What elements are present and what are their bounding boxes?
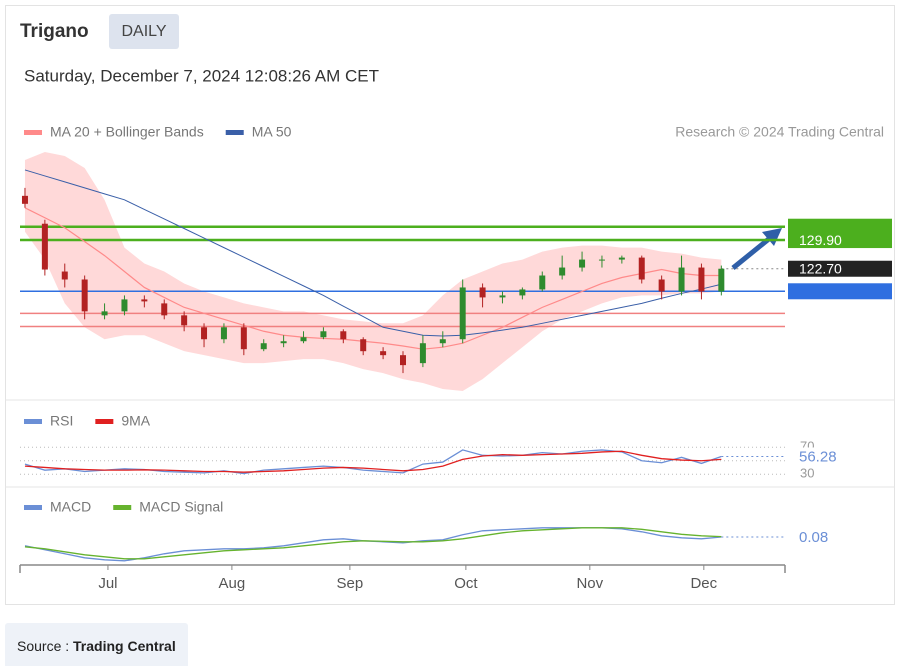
candle-body bbox=[220, 327, 227, 340]
legend-swatch bbox=[24, 505, 42, 510]
candle-body bbox=[579, 259, 586, 268]
source: Source : Trading Central bbox=[5, 623, 188, 666]
bollinger-band bbox=[24, 152, 722, 392]
legend-label: MA 50 bbox=[252, 124, 292, 140]
level-box bbox=[788, 260, 892, 277]
candle-body bbox=[181, 315, 188, 326]
legend-swatch bbox=[113, 505, 132, 510]
level-box bbox=[788, 232, 892, 249]
legend-label: RSI bbox=[50, 413, 73, 429]
timestamp: Saturday, December 7, 2024 12:08:26 AM C… bbox=[24, 66, 379, 85]
candle-body bbox=[519, 289, 526, 296]
candle-body bbox=[201, 327, 208, 340]
current-value: 56.28 bbox=[799, 448, 837, 465]
candle-body bbox=[240, 327, 247, 350]
indicator-line bbox=[24, 450, 722, 473]
candle-body bbox=[479, 287, 486, 298]
candle-body bbox=[121, 299, 128, 312]
x-tick-label: Jul bbox=[98, 575, 117, 592]
candle-body bbox=[698, 267, 705, 292]
candle-body bbox=[41, 223, 48, 270]
x-tick-label: Oct bbox=[454, 575, 478, 592]
level-label: 129.90 bbox=[799, 232, 842, 248]
credit: Research © 2024 Trading Central bbox=[675, 124, 884, 140]
candle-body bbox=[340, 331, 347, 340]
chart-frame bbox=[5, 5, 895, 605]
level-label: 122.70 bbox=[799, 260, 842, 276]
legend-swatch bbox=[225, 130, 244, 135]
source-name: Trading Central bbox=[73, 638, 176, 654]
candle-body bbox=[320, 331, 327, 338]
candle-body bbox=[280, 341, 287, 344]
candle-body bbox=[419, 343, 426, 364]
candle-body bbox=[658, 279, 665, 292]
candle-body bbox=[81, 279, 88, 312]
ma-line bbox=[24, 169, 722, 337]
y-tick-label: 30 bbox=[800, 466, 814, 481]
chart: Trigano DAILY Saturday, December 7, 2024… bbox=[5, 14, 895, 592]
arrow-head bbox=[762, 228, 782, 246]
current-value: 0.08 bbox=[799, 529, 828, 546]
candle-body bbox=[678, 267, 685, 292]
candle-body bbox=[598, 259, 605, 261]
x-tick-label: Aug bbox=[219, 575, 246, 592]
candle-body bbox=[399, 355, 406, 366]
legend-swatch bbox=[24, 130, 42, 135]
candle-body bbox=[161, 303, 168, 316]
candle-body bbox=[638, 257, 645, 280]
candle-body bbox=[141, 299, 148, 302]
candle-body bbox=[260, 343, 267, 350]
candle-body bbox=[718, 268, 725, 292]
level-box bbox=[788, 283, 892, 300]
legend-swatch bbox=[24, 419, 42, 424]
value-box bbox=[792, 528, 852, 546]
candle-body bbox=[101, 311, 108, 316]
title: Trigano bbox=[20, 21, 89, 42]
candle-body bbox=[439, 339, 446, 344]
x-tick-label: Nov bbox=[576, 575, 603, 592]
candle-body bbox=[61, 271, 68, 280]
indicator-line bbox=[24, 527, 722, 560]
candle-body bbox=[559, 267, 566, 276]
candle-body bbox=[360, 339, 367, 352]
indicator-line bbox=[24, 527, 722, 562]
legend-label: 9MA bbox=[121, 413, 150, 429]
badge: DAILY bbox=[121, 23, 166, 40]
arrow bbox=[731, 236, 772, 270]
candle-body bbox=[300, 337, 307, 342]
candle-body bbox=[459, 287, 466, 340]
legend-swatch bbox=[95, 419, 114, 424]
source-label: Source : bbox=[17, 638, 70, 654]
legend-label: MA 20 + Bollinger Bands bbox=[50, 124, 204, 140]
value-box bbox=[792, 447, 852, 466]
candle-body bbox=[618, 257, 625, 260]
candle-body bbox=[539, 275, 546, 290]
level-box bbox=[788, 218, 892, 235]
x-tick-label: Sep bbox=[337, 575, 364, 592]
badge-bg bbox=[109, 14, 179, 49]
candle-body bbox=[499, 295, 506, 298]
ma-line bbox=[24, 207, 722, 350]
legend-label: MACD bbox=[50, 499, 91, 515]
legend-label: MACD Signal bbox=[139, 499, 223, 515]
x-tick-label: Dec bbox=[690, 575, 717, 592]
candle-body bbox=[380, 351, 387, 356]
candle-body bbox=[21, 195, 28, 204]
